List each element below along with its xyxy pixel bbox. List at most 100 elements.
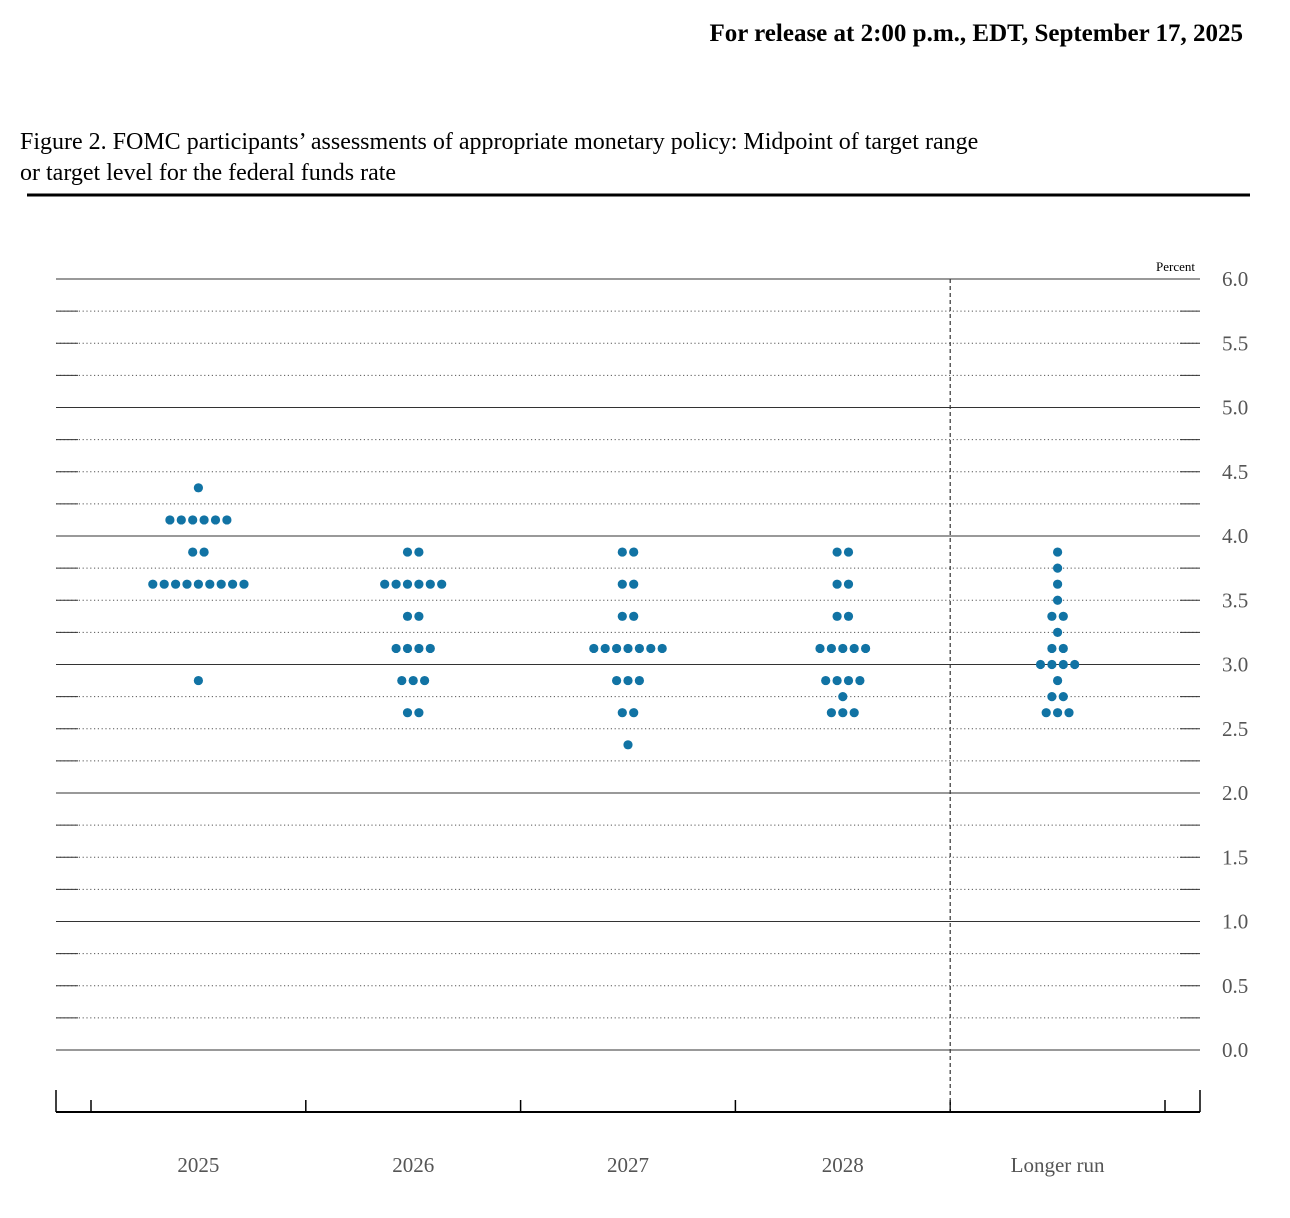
dot bbox=[222, 515, 232, 525]
dot bbox=[1047, 611, 1057, 621]
dot bbox=[210, 515, 221, 525]
dot bbox=[1058, 611, 1068, 621]
dot bbox=[838, 643, 848, 654]
dot bbox=[414, 547, 424, 557]
dot bbox=[629, 579, 639, 589]
dot bbox=[391, 643, 401, 654]
dot bbox=[1035, 659, 1046, 670]
dot bbox=[838, 708, 848, 718]
dot bbox=[239, 579, 249, 589]
dot bbox=[623, 740, 633, 750]
dot bbox=[1053, 627, 1063, 637]
dot bbox=[199, 515, 209, 525]
dot bbox=[1053, 563, 1063, 573]
y-tick-label: 3.0 bbox=[1222, 653, 1248, 677]
dot bbox=[425, 643, 435, 654]
dot bbox=[629, 708, 639, 718]
dot bbox=[402, 611, 413, 621]
dot bbox=[193, 579, 203, 589]
release-line: For release at 2:00 p.m., EDT, September… bbox=[710, 20, 1244, 47]
dot bbox=[832, 579, 842, 589]
dot bbox=[199, 547, 209, 557]
dot bbox=[1053, 675, 1063, 686]
dot bbox=[612, 675, 622, 686]
dot bbox=[148, 579, 158, 589]
y-tick-label: 3.5 bbox=[1222, 588, 1248, 612]
dot bbox=[414, 611, 424, 621]
dot bbox=[843, 579, 854, 589]
dot bbox=[1053, 547, 1063, 557]
dot bbox=[843, 675, 854, 686]
dot bbox=[380, 579, 390, 589]
dot bbox=[1058, 692, 1068, 702]
x-tick-label: Longer run bbox=[1011, 1153, 1105, 1177]
dot bbox=[1070, 659, 1080, 670]
dot bbox=[193, 483, 203, 493]
dot bbox=[589, 643, 599, 654]
dot bbox=[1058, 643, 1068, 654]
dot bbox=[843, 611, 854, 621]
dot bbox=[1047, 692, 1057, 702]
dot bbox=[617, 579, 627, 589]
dot bbox=[188, 547, 198, 557]
dot bbox=[414, 643, 424, 654]
dot bbox=[1047, 659, 1057, 670]
dot bbox=[832, 675, 842, 686]
dot bbox=[815, 643, 825, 654]
x-tick-label: 2027 bbox=[607, 1153, 649, 1177]
y-tick-label: 2.5 bbox=[1222, 717, 1248, 741]
dot bbox=[821, 675, 831, 686]
dot bbox=[1053, 579, 1063, 589]
dot bbox=[425, 579, 435, 589]
dot bbox=[646, 643, 656, 654]
dot bbox=[205, 579, 215, 589]
dot bbox=[855, 675, 865, 686]
dot bbox=[182, 579, 192, 589]
dot bbox=[657, 643, 667, 654]
dot bbox=[408, 675, 418, 686]
dot bbox=[832, 611, 842, 621]
dot bbox=[437, 579, 447, 589]
dot bbox=[838, 692, 848, 702]
y-tick-label: 1.0 bbox=[1222, 910, 1248, 934]
dot bbox=[397, 675, 407, 686]
dot bbox=[826, 643, 837, 654]
x-tick-label: 2026 bbox=[392, 1153, 434, 1177]
dot bbox=[391, 579, 401, 589]
dot bbox=[1064, 708, 1074, 718]
dot bbox=[171, 579, 181, 589]
dot bbox=[1047, 643, 1057, 654]
dot bbox=[629, 611, 639, 621]
dot bbox=[843, 547, 854, 557]
dot bbox=[402, 579, 413, 589]
chart-subtitle: or target level for the federal funds ra… bbox=[20, 160, 396, 186]
dot bbox=[176, 515, 186, 525]
y-tick-label: 4.5 bbox=[1222, 460, 1248, 484]
y-tick-label: 5.5 bbox=[1222, 331, 1248, 355]
dot bbox=[165, 515, 175, 525]
dot bbox=[617, 611, 627, 621]
dot bbox=[414, 708, 424, 718]
dot bbox=[188, 515, 198, 525]
dot bbox=[861, 643, 871, 654]
dot bbox=[600, 643, 610, 654]
dot bbox=[1053, 708, 1063, 718]
y-tick-label: 5.0 bbox=[1222, 396, 1248, 420]
dot bbox=[1053, 595, 1063, 605]
dot bbox=[414, 579, 424, 589]
chart-title: Figure 2. FOMC participants’ assessments… bbox=[20, 129, 978, 155]
y-tick-label: 1.5 bbox=[1222, 845, 1248, 869]
dot bbox=[228, 579, 238, 589]
dot bbox=[402, 708, 413, 718]
dot bbox=[1041, 708, 1051, 718]
y-tick-label: 0.5 bbox=[1222, 974, 1248, 998]
dot bbox=[159, 579, 169, 589]
y-tick-label: 4.0 bbox=[1222, 524, 1248, 548]
dot bbox=[617, 708, 627, 718]
dot bbox=[193, 675, 203, 686]
dot bbox=[832, 547, 842, 557]
y-tick-label: 6.0 bbox=[1222, 267, 1248, 291]
dot bbox=[623, 643, 633, 654]
